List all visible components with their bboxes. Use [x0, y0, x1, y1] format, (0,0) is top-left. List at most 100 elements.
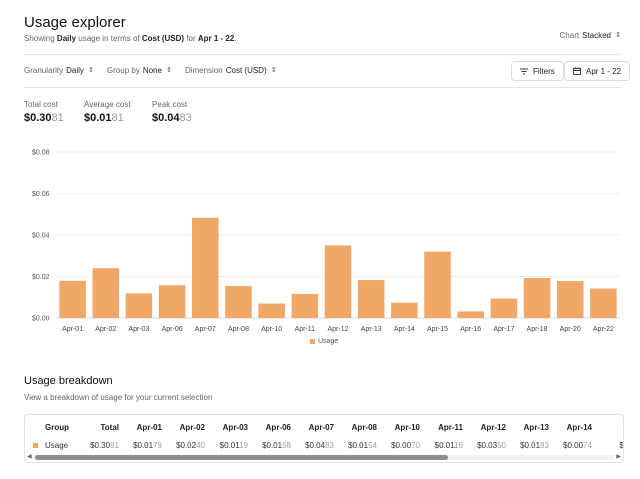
- header-date[interactable]: Apr-02: [179, 422, 205, 432]
- filters-label: Filters: [533, 66, 555, 76]
- stat-value: $0.0181: [84, 112, 124, 124]
- bar-apr-17[interactable]: [490, 298, 518, 318]
- date-range-label: Apr 1 - 22: [586, 66, 622, 76]
- scroll-right-icon[interactable]: ▶: [616, 454, 621, 460]
- subtitle-granularity: Daily: [56, 34, 77, 43]
- chart-type-label: Chart: [559, 31, 580, 40]
- header-date[interactable]: Apr-03: [222, 422, 248, 432]
- controls-divider: [24, 87, 622, 88]
- cell-value: $0.0240: [176, 440, 205, 450]
- header-date[interactable]: Apr-08: [351, 422, 377, 432]
- date-range-button[interactable]: Apr 1 - 22: [564, 61, 631, 81]
- granularity-label: Granularity: [24, 66, 64, 75]
- stat-average: Average cost $0.0181: [84, 100, 152, 124]
- x-tick-label: Apr-17: [493, 326, 514, 333]
- stat-peak: Peak cost $0.0483: [152, 100, 216, 124]
- bar-apr-18[interactable]: [523, 277, 551, 318]
- cell-value: $0.0350: [477, 440, 506, 450]
- bar-apr-13[interactable]: [357, 280, 385, 318]
- subtitle-range: Apr 1 - 22: [197, 34, 235, 43]
- cell-value: $0.0158: [262, 440, 291, 450]
- page-subtitle: Showing Daily usage in terms of Cost (US…: [24, 34, 237, 43]
- cell-group: Usage: [45, 440, 69, 450]
- updown-chevron-icon: ⇕: [87, 66, 94, 74]
- bar-apr-08[interactable]: [225, 286, 252, 318]
- breakdown-table[interactable]: Group Total Apr-01 Apr-02 Apr-03 Apr-06 Apr-07…: [24, 414, 624, 463]
- scrollbar-thumb[interactable]: [35, 455, 448, 460]
- scroll-left-icon[interactable]: ◀: [27, 454, 32, 460]
- granularity-select[interactable]: Granularity Daily ⇕: [24, 66, 95, 75]
- cell-value: $0.0116: [434, 440, 463, 450]
- y-tick-label: $0.00: [32, 316, 50, 323]
- cell-value: $0.0074: [563, 440, 592, 450]
- groupby-select[interactable]: Group by None ⇕: [107, 66, 173, 75]
- calendar-icon: [573, 67, 581, 75]
- usage-bar-chart: $0.08 $0.06 $0.04 $0.02 $0.00 Apr-01 Apr-02 Apr…: [32, 150, 620, 333]
- series-swatch: [32, 442, 38, 448]
- x-tick-label: Apr-02: [95, 326, 116, 333]
- header-group[interactable]: Group: [45, 422, 69, 432]
- header-date[interactable]: Apr-10: [394, 422, 420, 432]
- bar-apr-10[interactable]: [258, 303, 285, 318]
- bar-apr-14[interactable]: [391, 302, 418, 318]
- cell-value: $0.0: [619, 440, 624, 450]
- x-tick-label: Apr-11: [295, 326, 316, 333]
- dimension-select[interactable]: Dimension Cost (USD) ⇕: [185, 66, 278, 75]
- bar-apr-03[interactable]: [125, 293, 153, 318]
- horizontal-scrollbar[interactable]: ◀ ▶: [27, 454, 621, 460]
- bar-apr-01[interactable]: [59, 280, 86, 318]
- header-date[interactable]: Apr-12: [480, 422, 506, 432]
- subtitle-mid: usage in terms of: [76, 34, 142, 43]
- stat-value: $0.3081: [24, 112, 64, 124]
- x-tick-label: Apr-14: [394, 326, 415, 333]
- bar-apr-16[interactable]: [457, 311, 484, 318]
- stat-total: Total cost $0.3081: [24, 100, 84, 124]
- bar-apr-20[interactable]: [556, 281, 584, 318]
- cell-value: $0.0179: [133, 440, 162, 450]
- cell-value: $0.0183: [520, 440, 549, 450]
- chart-type-select[interactable]: Chart Stacked ⇕: [560, 31, 622, 40]
- header-date[interactable]: Apr-06: [265, 422, 291, 432]
- header-date[interactable]: Apr-07: [308, 422, 334, 432]
- header-date[interactable]: Ap: [596, 423, 623, 432]
- y-tick-label: $0.08: [32, 150, 50, 157]
- header-total[interactable]: Total: [100, 422, 119, 432]
- bar-apr-06[interactable]: [158, 285, 186, 318]
- filters-button[interactable]: Filters: [511, 61, 564, 81]
- stat-label: Total cost: [24, 100, 58, 109]
- x-tick-label: Apr-08: [228, 326, 249, 333]
- subtitle-for: for: [184, 34, 198, 43]
- bar-apr-22[interactable]: [590, 288, 617, 318]
- chart-type-value: Stacked: [582, 31, 611, 40]
- breakdown-title: Usage breakdown: [24, 375, 113, 387]
- cell-value: $0.0119: [219, 440, 248, 450]
- y-tick-label: $0.06: [32, 191, 50, 198]
- stats-row: Total cost $0.3081 Average cost $0.0181 …: [24, 100, 216, 124]
- x-tick-label: Apr-16: [460, 326, 481, 333]
- dimension-label: Dimension: [184, 66, 223, 75]
- header-date[interactable]: Apr-14: [566, 422, 592, 432]
- groupby-label: Group by: [106, 66, 140, 75]
- bar-apr-15[interactable]: [424, 251, 451, 318]
- cell-value: $0.0483: [305, 440, 334, 450]
- stat-value: $0.0483: [152, 112, 192, 124]
- bar-apr-12[interactable]: [324, 245, 352, 318]
- table-header-row: Group Total Apr-01 Apr-02 Apr-03 Apr-06 Apr-07…: [25, 417, 623, 437]
- header-date[interactable]: Apr-01: [136, 422, 162, 432]
- x-tick-label: Apr-13: [361, 326, 382, 333]
- x-tick-label: Apr-15: [427, 326, 448, 333]
- x-tick-label: Apr-20: [560, 326, 581, 333]
- stat-label: Peak cost: [152, 100, 188, 109]
- legend-label: Usage: [318, 338, 339, 345]
- bar-apr-11[interactable]: [291, 293, 319, 318]
- updown-chevron-icon: ⇕: [270, 66, 277, 74]
- header-date[interactable]: Apr-13: [523, 422, 549, 432]
- y-tick-label: $0.04: [32, 233, 50, 240]
- bar-apr-02[interactable]: [92, 268, 120, 318]
- updown-chevron-icon: ⇕: [166, 66, 172, 74]
- bar-apr-07[interactable]: [192, 217, 219, 318]
- header-date[interactable]: Apr-11: [438, 422, 463, 432]
- y-tick-label: $0.02: [32, 274, 50, 281]
- chart-legend: Usage: [310, 338, 338, 345]
- controls-bar: Granularity Daily ⇕ Group by None ⇕ Dime…: [24, 66, 278, 75]
